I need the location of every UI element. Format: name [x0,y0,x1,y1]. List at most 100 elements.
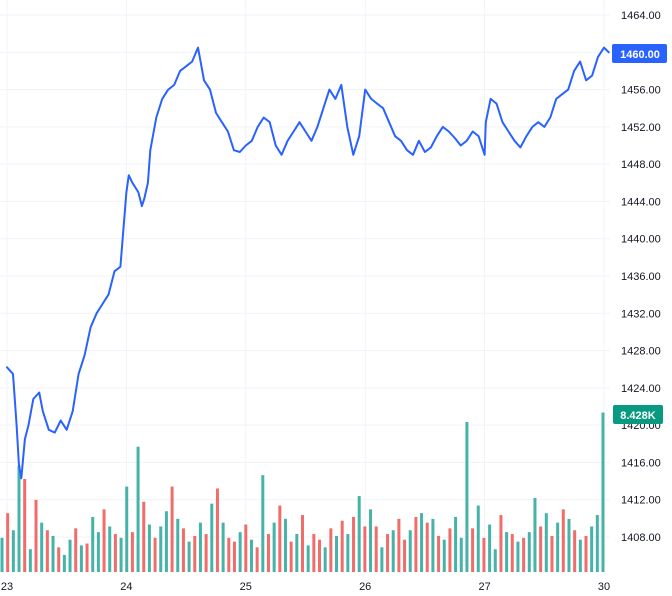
volume-bar [11,530,15,572]
volume-bar [181,528,185,572]
volume-bar [590,526,594,572]
volume-bar [249,539,253,572]
volume-bar [210,503,214,572]
volume-bar [204,534,208,572]
volume-bar [386,534,390,572]
volume-bar [153,537,157,572]
volume-bar [454,516,458,572]
volume-bar [170,486,174,572]
volume-bar [459,537,463,572]
volume-bar [221,522,225,572]
volume-bar [136,446,140,572]
volume-bar [102,509,106,572]
volume-bar [488,524,492,572]
volume-bar [431,518,435,572]
volume-bar [363,526,367,572]
price-tick-label: 1428.00 [621,346,661,358]
volume-bar [164,511,168,572]
volume-bar [329,528,333,572]
time-tick-label: 30 [598,581,610,593]
price-tick-label: 1456.00 [621,85,661,97]
volume-bar [17,465,21,572]
last-price-label: 1460.00 [620,49,660,61]
time-tick-label: 24 [120,581,132,593]
last-volume-badge: 8.428K [613,405,663,424]
volume-bar [544,513,548,572]
volume-bar [352,516,356,572]
price-series-line [6,46,610,480]
volume-bar [335,535,339,572]
volume-bar [147,524,151,572]
volume-bar [493,549,497,572]
volume-bar [45,530,49,572]
volume-bar [539,526,543,572]
volume-bar [561,509,565,572]
volume-bar [227,537,231,572]
volume-bar [272,522,276,572]
volume-bar [125,486,129,572]
volume-bar [301,515,304,572]
volume-bar [578,539,582,572]
volume-bar [261,475,265,572]
price-tick-label: 1448.00 [621,159,661,171]
volume-bar [289,541,293,572]
volume-bar [397,518,401,572]
volume-bar [28,549,32,572]
volume-bar [142,501,146,572]
volume-bar [108,526,112,572]
volume-bar [176,518,180,572]
volume-bar [476,505,480,572]
volume-bar [283,518,287,572]
volume-bar [187,541,191,572]
volume-bar [567,518,571,572]
volume-bar [374,526,378,572]
volume-bar [278,505,282,572]
time-tick-label: 27 [478,581,490,593]
volume-bar [437,535,441,572]
price-tick-label: 1424.00 [621,383,661,395]
volume-bar [323,547,327,572]
volume-bar [584,535,588,572]
volume-bar [533,497,537,572]
volume-bar [357,496,361,572]
price-tick-label: 1412.00 [621,495,661,507]
volume-bar [238,532,242,572]
volume-bar [232,541,236,572]
volume-bar [550,535,554,572]
volume-bar [573,530,577,572]
volume-bar [57,547,61,572]
volume-bar [51,535,55,572]
volume-bar [522,537,526,572]
volume-bar [295,534,299,572]
volume-bar [74,528,78,572]
volume-bar [85,543,89,572]
volume-bar [465,422,469,572]
time-axis[interactable]: 23 24 25 26 27 30 [1,581,610,593]
volume-bar [266,534,270,572]
volume-bar [96,532,100,572]
volume-bar [159,526,163,572]
volume-bar [505,532,509,572]
volume-bar [79,545,83,572]
last-volume-label: 8.428K [620,410,656,422]
price-tick-label: 1444.00 [621,196,661,208]
time-tick-label: 26 [359,581,371,593]
volume-bar [91,516,95,572]
volume-bar [119,537,123,572]
volume-bars [0,412,605,572]
volume-bar [556,522,560,572]
price-tick-label: 1452.00 [621,122,661,134]
volume-bar [403,539,407,572]
volume-bar [0,537,4,572]
volume-bar [340,520,344,572]
volume-bar [391,530,395,572]
volume-bar [516,541,520,572]
volume-bar [482,537,486,572]
price-axis[interactable]: 1408.001412.001416.001420.001424.001428.… [621,10,661,544]
volume-bar [215,488,219,572]
volume-bar [318,539,322,572]
time-tick-label: 23 [1,581,13,593]
price-tick-label: 1464.00 [621,10,661,22]
volume-bar [369,509,373,572]
